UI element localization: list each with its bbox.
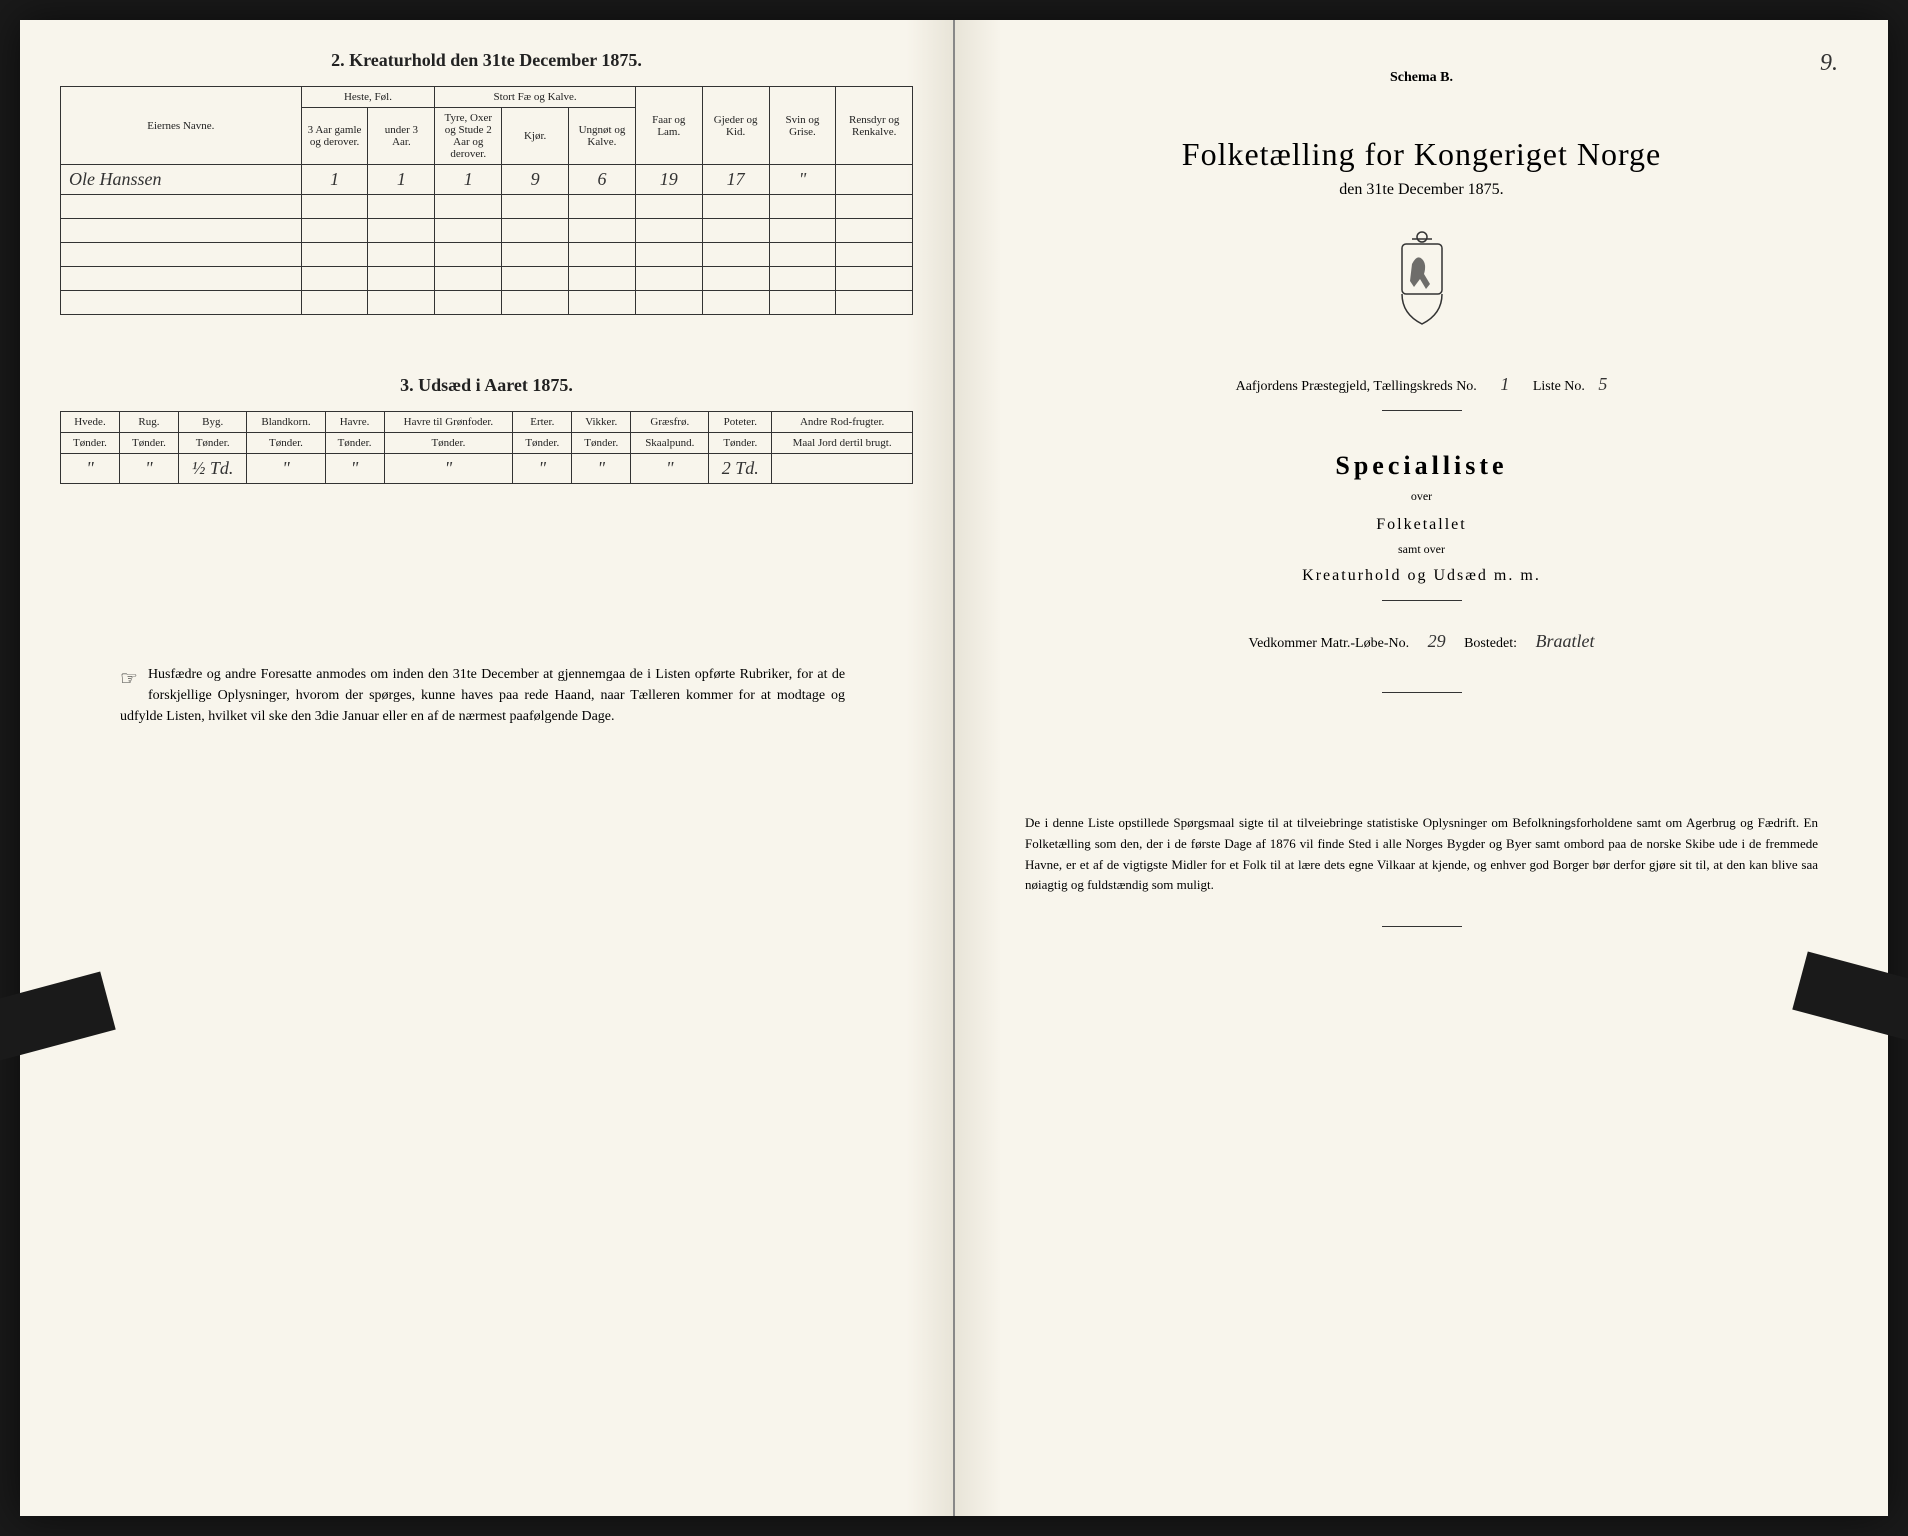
bostedet: Braatlet [1535,631,1594,651]
bottom-notice: De i denne Liste opstillede Spørgsmaal s… [995,813,1848,896]
col-grass: Græsfrø. [631,412,709,433]
subtitle: den 31te December 1875. [995,181,1848,199]
sub-horse2: under 3 Aar. [368,108,435,165]
unit: Tønder. [513,433,572,454]
vedkommer-label: Vedkommer Matr.-Løbe-No. [1249,636,1410,651]
seeding-table: Hvede. Rug. Byg. Blandkorn. Havre. Havre… [60,411,913,484]
notice-text: Husfædre og andre Foresatte anmodes om i… [120,667,845,724]
col-mixed: Blandkorn. [247,412,325,433]
coat-of-arms-icon [995,229,1848,344]
col-peas: Erter. [513,412,572,433]
husfaedre-notice: ☞ Husfædre og andre Foresatte anmodes om… [120,664,845,727]
cell: 19 [635,165,702,195]
cell: " [513,454,572,484]
unit: Tønder. [325,433,384,454]
table-row [61,195,913,219]
cell: 2 Td. [709,454,772,484]
cell: 1 [435,165,502,195]
col-vetch: Vikker. [572,412,631,433]
main-title: Folketælling for Kongeriget Norge [995,136,1848,173]
cell: " [631,454,709,484]
over-text: over [995,489,1848,504]
samt-over: samt over [995,542,1848,557]
divider [1382,926,1462,927]
unit: Tønder. [572,433,631,454]
table-row [61,219,913,243]
left-page: 2. Kreaturhold den 31te December 1875. E… [20,20,955,1516]
divider [1382,692,1462,693]
vedkommer-line: Vedkommer Matr.-Løbe-No. 29 Bostedet: Br… [995,631,1848,652]
sub-cattle1: Tyre, Oxer og Stude 2 Aar og derover. [435,108,502,165]
folketallet: Folketallet [995,516,1848,534]
unit: Tønder. [119,433,178,454]
unit: Maal Jord dertil brugt. [772,433,913,454]
parish-text: Aafjordens Præstegjeld, Tællingskreds No… [1236,379,1477,394]
unit: Skaalpund. [631,433,709,454]
cell: 1 [368,165,435,195]
owner-name: Ole Hanssen [61,165,302,195]
page-number: 9. [1820,50,1838,77]
col-rye: Rug. [119,412,178,433]
col-sheep: Faar og Lam. [635,87,702,165]
sub-cattle2: Kjør. [502,108,569,165]
cell: " [119,454,178,484]
table-row: " " ½ Td. " " " " " " 2 Td. [61,454,913,484]
cell: " [572,454,631,484]
col-goats: Gjeder og Kid. [702,87,769,165]
cell: " [769,165,836,195]
table-row [61,267,913,291]
col-roots: Andre Rod-frugter. [772,412,913,433]
divider [1382,600,1462,601]
col-wheat: Hvede. [61,412,120,433]
unit: Tønder. [61,433,120,454]
cell: " [247,454,325,484]
col-horses: Heste, Føl. [301,87,435,108]
cell: " [325,454,384,484]
cell: " [61,454,120,484]
col-owner: Eiernes Navne. [61,87,302,165]
specialliste-title: Specialliste [995,451,1848,481]
census-book: 2. Kreaturhold den 31te December 1875. E… [20,20,1888,1516]
cell: 17 [702,165,769,195]
table1-title: 2. Kreaturhold den 31te December 1875. [60,50,913,71]
livestock-table: Eiernes Navne. Heste, Føl. Stort Fæ og K… [60,86,913,315]
col-pigs: Svin og Grise. [769,87,836,165]
table-row [61,243,913,267]
divider [1382,410,1462,411]
unit: Tønder. [709,433,772,454]
liste-label: Liste No. [1533,379,1585,394]
parish-no: 1 [1500,374,1509,394]
unit: Tønder. [247,433,325,454]
right-page: 9. Schema B. Folketælling for Kongeriget… [955,20,1888,1516]
parish-line: Aafjordens Præstegjeld, Tællingskreds No… [995,374,1848,395]
table-row [61,291,913,315]
col-potato: Poteter. [709,412,772,433]
bostedet-label: Bostedet: [1464,636,1517,651]
cell: 9 [502,165,569,195]
table2-title: 3. Udsæd i Aaret 1875. [60,375,913,396]
cell [836,165,913,195]
schema-label: Schema B. [995,70,1848,86]
unit: Tønder. [178,433,247,454]
col-barley: Byg. [178,412,247,433]
table-row: Ole Hanssen 1 1 1 9 6 19 17 " [61,165,913,195]
cell: " [384,454,513,484]
kreatur-line: Kreaturhold og Udsæd m. m. [995,567,1848,585]
cell [772,454,913,484]
cell: ½ Td. [178,454,247,484]
pointing-hand-icon: ☞ [120,664,138,694]
col-oats-green: Havre til Grønfoder. [384,412,513,433]
col-cattle: Stort Fæ og Kalve. [435,87,636,108]
unit: Tønder. [384,433,513,454]
col-reindeer: Rensdyr og Renkalve. [836,87,913,165]
liste-no: 5 [1598,374,1607,394]
cell: 6 [569,165,636,195]
col-oats: Havre. [325,412,384,433]
sub-cattle3: Ungnøt og Kalve. [569,108,636,165]
matr-no: 29 [1428,631,1446,651]
sub-horse1: 3 Aar gamle og derover. [301,108,368,165]
cell: 1 [301,165,368,195]
